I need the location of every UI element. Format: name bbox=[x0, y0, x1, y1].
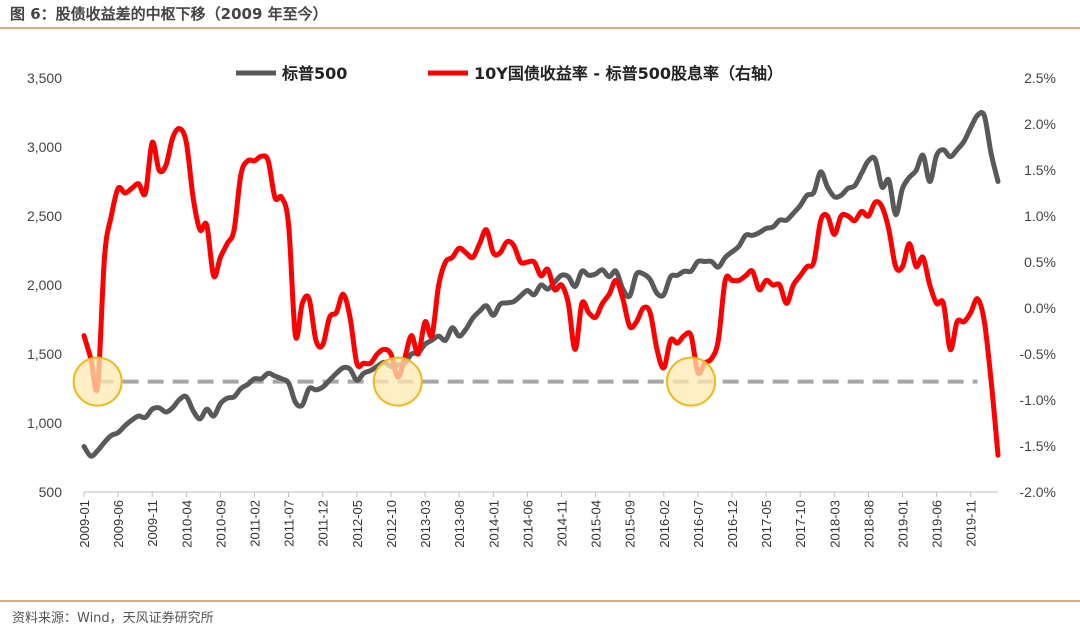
figure-title: 图 6：股债收益差的中枢下移（2009 年至今） bbox=[10, 5, 328, 23]
legend-label-spread: 10Y国债收益率 - 标普500股息率（右轴） bbox=[474, 64, 783, 83]
x-tick-label: 2019-11 bbox=[964, 500, 979, 547]
series-line-spx bbox=[81, 109, 1001, 459]
y-left-tick-label: 1,500 bbox=[27, 346, 62, 362]
x-tick-label: 2012-05 bbox=[350, 500, 365, 548]
x-tick-label: 2013-03 bbox=[418, 500, 433, 548]
chart: 500 1,000 1,500 2,000 2,500 3,000 3,500 -2.0% -1… bbox=[27, 64, 1056, 548]
x-tick-label: 2009-11 bbox=[145, 500, 160, 547]
y-right-tick-label: 1.5% bbox=[1024, 162, 1056, 178]
x-tick-label: 2017-10 bbox=[793, 500, 808, 548]
y-right-tick-label: 2.5% bbox=[1024, 70, 1056, 86]
y-right-tick-label: 0.5% bbox=[1024, 254, 1056, 270]
x-tick-label: 2019-06 bbox=[930, 500, 945, 548]
x-tick-label: 2014-06 bbox=[520, 500, 535, 548]
y-right-tick-label: -0.5% bbox=[1019, 346, 1056, 362]
x-tick-label: 2015-09 bbox=[623, 500, 638, 548]
x-tick-label: 2010-04 bbox=[179, 500, 194, 548]
highlight-circle bbox=[666, 356, 717, 407]
y-right-tick-label: -1.0% bbox=[1019, 392, 1056, 408]
axes: 500 1,000 1,500 2,000 2,500 3,000 3,500 -2.0% -1… bbox=[27, 70, 1056, 548]
x-tick-label: 2009-01 bbox=[77, 500, 92, 548]
highlight-circle bbox=[72, 356, 123, 407]
legend-label-spx: 标普500 bbox=[281, 64, 347, 83]
highlight-layer bbox=[72, 356, 717, 407]
x-tick-label: 2012-10 bbox=[384, 500, 399, 548]
series-layer bbox=[81, 109, 1001, 459]
top-rule bbox=[0, 27, 1080, 29]
y-right-tick-label: -2.0% bbox=[1019, 484, 1056, 500]
x-tick-label: 2011-02 bbox=[248, 500, 263, 547]
bottom-rule bbox=[0, 600, 1080, 602]
y-left-tick-label: 500 bbox=[39, 484, 63, 500]
x-tick-label: 2018-03 bbox=[827, 500, 842, 548]
y-left-tick-label: 3,500 bbox=[27, 70, 62, 86]
highlight-circle bbox=[372, 356, 423, 407]
y-left-tick-label: 3,000 bbox=[27, 139, 62, 155]
series-line-spread bbox=[81, 126, 1001, 458]
x-tick-label: 2010-09 bbox=[213, 500, 228, 548]
x-tick-label: 2011-12 bbox=[316, 500, 331, 547]
x-tick-label: 2015-04 bbox=[589, 500, 604, 548]
y-left-tick-label: 2,500 bbox=[27, 208, 62, 224]
x-tick-label: 2016-12 bbox=[725, 500, 740, 548]
y-right-tick-label: 1.0% bbox=[1024, 208, 1056, 224]
x-tick-label: 2014-01 bbox=[486, 500, 501, 548]
x-tick-label: 2011-07 bbox=[282, 500, 297, 547]
y-left-tick-label: 2,000 bbox=[27, 277, 62, 293]
y-right-tick-label: 2.0% bbox=[1024, 116, 1056, 132]
x-tick-label: 2017-05 bbox=[759, 500, 774, 548]
x-tick-label: 2009-06 bbox=[111, 500, 126, 548]
y-right-tick-label: -1.5% bbox=[1019, 438, 1056, 454]
legend: 标普500 10Y国债收益率 - 标普500股息率（右轴） bbox=[236, 64, 783, 83]
y-left-tick-label: 1,000 bbox=[27, 415, 62, 431]
x-tick-label: 2019-01 bbox=[896, 500, 911, 548]
x-tick-label: 2016-07 bbox=[691, 500, 706, 548]
x-tick-label: 2013-08 bbox=[452, 500, 467, 548]
source-note: 资料来源：Wind，天风证券研究所 bbox=[12, 611, 214, 626]
x-tick-label: 2014-11 bbox=[554, 500, 569, 547]
y-right-tick-label: 0.0% bbox=[1024, 300, 1056, 316]
x-tick-label: 2016-02 bbox=[657, 500, 672, 548]
x-tick-label: 2018-08 bbox=[861, 500, 876, 548]
